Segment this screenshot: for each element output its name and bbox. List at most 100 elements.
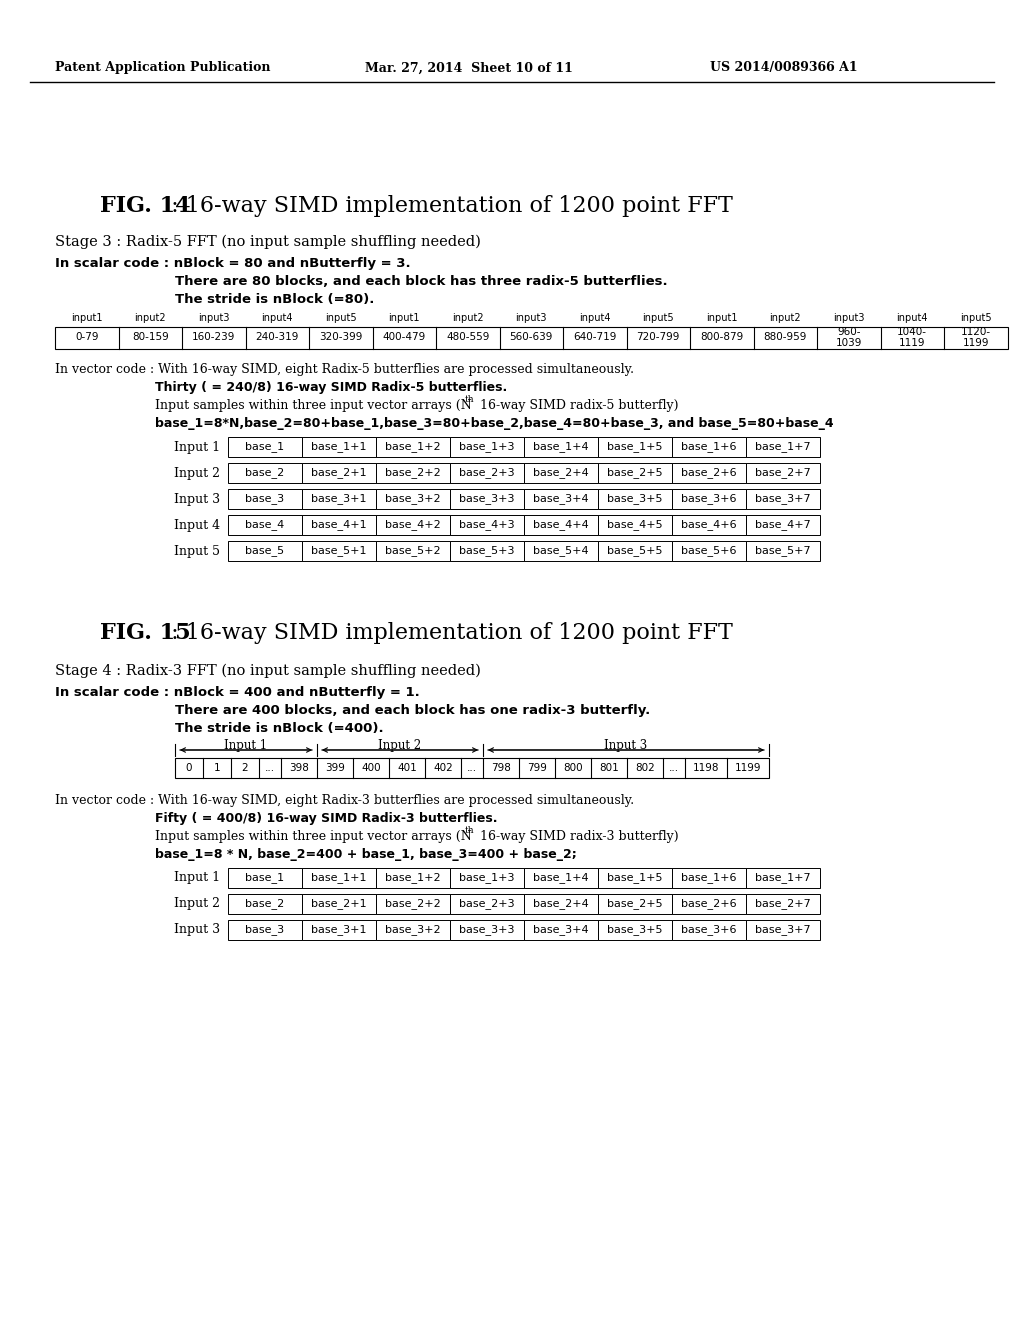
Text: 798: 798 [492,763,511,774]
Text: base_4+5: base_4+5 [607,520,663,531]
Text: 0: 0 [185,763,193,774]
Text: Input 1: Input 1 [174,871,220,884]
Text: base_3+2: base_3+2 [385,924,440,936]
Text: In scalar code : nBlock = 400 and nButterfly = 1.: In scalar code : nBlock = 400 and nButte… [55,686,420,700]
Bar [302,515,376,535]
Text: 1120-
1199: 1120- 1199 [961,327,991,348]
Text: 1199: 1199 [735,763,761,774]
Text: Input 2: Input 2 [174,466,220,479]
Text: US 2014/0089366 A1: US 2014/0089366 A1 [710,62,858,74]
Text: Fifty ( = 400/8) 16-way SIMD Radix-3 butterflies.: Fifty ( = 400/8) 16-way SIMD Radix-3 but… [155,812,498,825]
Text: Input 4: Input 4 [174,519,220,532]
Text: base_1=8 * N, base_2=400 + base_1, base_3=400 + base_2;: base_1=8 * N, base_2=400 + base_1, base_… [155,847,577,861]
Text: base_1+2: base_1+2 [385,442,440,453]
Bar [55,327,1008,348]
Text: base_5+7: base_5+7 [755,545,811,557]
Text: base_1: base_1 [246,442,285,453]
Text: input2: input2 [134,313,166,323]
Text: Input samples within three input vector arrays (N: Input samples within three input vector … [155,830,472,843]
Text: base_5+1: base_5+1 [311,545,367,557]
Text: base_3+6: base_3+6 [681,924,736,936]
Text: base_1+4: base_1+4 [534,873,589,883]
Bar [302,920,376,940]
Text: input3: input3 [515,313,547,323]
Bar [228,920,302,940]
Text: 16-way SIMD radix-3 butterfly): 16-way SIMD radix-3 butterfly) [476,830,679,843]
Text: base_2+7: base_2+7 [755,899,811,909]
Text: base_3: base_3 [246,924,285,936]
Bar [672,541,746,561]
Text: base_3+7: base_3+7 [755,924,811,936]
Text: base_1+3: base_1+3 [459,442,515,453]
Text: 80-159: 80-159 [132,333,169,342]
Bar [450,894,524,913]
Text: In vector code : With 16-way SIMD, eight Radix-5 butterflies are processed simul: In vector code : With 16-way SIMD, eight… [55,363,634,376]
Text: base_3+1: base_3+1 [311,494,367,504]
Text: 240-319: 240-319 [256,333,299,342]
Bar [746,463,820,483]
Text: There are 80 blocks, and each block has three radix-5 butterflies.: There are 80 blocks, and each block has … [175,275,668,288]
Text: base_2+3: base_2+3 [459,467,515,478]
Text: base_2+6: base_2+6 [681,899,737,909]
Bar [376,515,450,535]
Bar [524,463,598,483]
Bar [672,894,746,913]
Text: 1: 1 [214,763,220,774]
Bar [228,869,302,888]
Bar [302,541,376,561]
Text: 398: 398 [289,763,309,774]
Text: ...: ... [669,763,679,774]
Text: base_3+6: base_3+6 [681,494,736,504]
Bar [598,515,672,535]
Text: base_1+6: base_1+6 [681,873,736,883]
Text: 402: 402 [433,763,453,774]
Text: Patent Application Publication: Patent Application Publication [55,62,270,74]
Bar [302,894,376,913]
Text: base_1+1: base_1+1 [311,873,367,883]
Text: 802: 802 [635,763,655,774]
Text: input2: input2 [452,313,483,323]
Bar [376,488,450,510]
Text: base_4+7: base_4+7 [755,520,811,531]
Text: input5: input5 [642,313,674,323]
Text: 1198: 1198 [693,763,719,774]
Bar [598,894,672,913]
Text: 640-719: 640-719 [573,333,616,342]
Text: 160-239: 160-239 [193,333,236,342]
Bar [746,515,820,535]
Text: base_4+6: base_4+6 [681,520,737,531]
Text: base_2+6: base_2+6 [681,467,737,478]
Text: base_3+4: base_3+4 [534,494,589,504]
Bar [450,437,524,457]
Text: base_2+3: base_2+3 [459,899,515,909]
Text: base_2+4: base_2+4 [534,899,589,909]
Bar [598,463,672,483]
Text: base_5+4: base_5+4 [534,545,589,557]
Text: base_4+4: base_4+4 [534,520,589,531]
Text: Stage 3 : Radix-5 FFT (no input sample shuffling needed): Stage 3 : Radix-5 FFT (no input sample s… [55,235,481,249]
Text: FIG. 15: FIG. 15 [100,622,190,644]
Bar [228,437,302,457]
Text: base_5: base_5 [246,545,285,557]
Text: 320-399: 320-399 [319,333,362,342]
Text: 480-559: 480-559 [446,333,489,342]
Text: base_1+3: base_1+3 [459,873,515,883]
Text: base_3+5: base_3+5 [607,924,663,936]
Text: 800: 800 [563,763,583,774]
Bar [524,894,598,913]
Bar [302,437,376,457]
Bar [672,488,746,510]
Text: base_3+1: base_3+1 [311,924,367,936]
Text: input1: input1 [706,313,737,323]
Bar [376,894,450,913]
Text: base_2+1: base_2+1 [311,899,367,909]
Text: base_1: base_1 [246,873,285,883]
Text: Stage 4 : Radix-3 FFT (no input sample shuffling needed): Stage 4 : Radix-3 FFT (no input sample s… [55,664,481,678]
Bar [450,541,524,561]
Bar [746,894,820,913]
Text: base_5+2: base_5+2 [385,545,440,557]
Bar [524,515,598,535]
Text: base_1+6: base_1+6 [681,442,736,453]
Text: base_1=8*N,base_2=80+base_1,base_3=80+base_2,base_4=80+base_3, and base_5=80+bas: base_1=8*N,base_2=80+base_1,base_3=80+ba… [155,417,834,430]
Text: Input 3: Input 3 [604,739,647,752]
